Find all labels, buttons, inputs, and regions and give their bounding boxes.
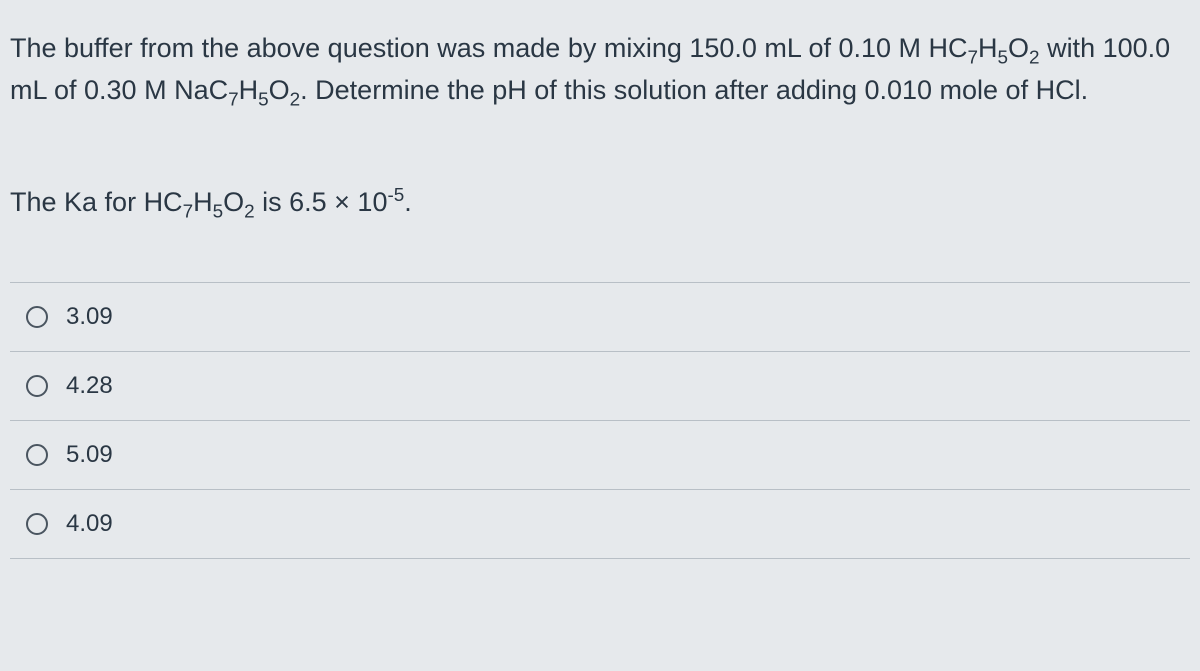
question-prompt: The buffer from the above question was m… (10, 28, 1190, 112)
answer-options: 3.09 4.28 5.09 4.09 (10, 282, 1190, 559)
ka-text-part: is 6.5 × 10 (255, 187, 388, 217)
ka-statement: The Ka for HC7H5O2 is 6.5 × 10-5. (10, 182, 1190, 223)
subscript: 7 (228, 89, 239, 110)
option-label: 3.09 (66, 303, 113, 331)
subscript: 2 (290, 89, 301, 110)
superscript: -5 (387, 185, 404, 206)
question-text-part: The buffer from the above question was m… (10, 33, 968, 63)
radio-icon (26, 375, 48, 397)
question-text-part: O (269, 75, 290, 105)
subscript: 5 (258, 89, 269, 110)
answer-option-2[interactable]: 4.28 (10, 351, 1190, 420)
answer-option-3[interactable]: 5.09 (10, 420, 1190, 489)
question-text-part: H (239, 75, 259, 105)
option-label: 4.09 (66, 510, 113, 538)
subscript: 7 (968, 47, 979, 68)
option-label: 5.09 (66, 441, 113, 469)
ka-text-part: O (223, 187, 244, 217)
radio-icon (26, 444, 48, 466)
subscript: 7 (183, 201, 194, 222)
question-text-part: . Determine the pH of this solution afte… (300, 75, 1088, 105)
subscript: 2 (244, 201, 255, 222)
answer-option-1[interactable]: 3.09 (10, 282, 1190, 351)
ka-text-part: H (193, 187, 213, 217)
subscript: 2 (1029, 47, 1040, 68)
radio-icon (26, 513, 48, 535)
subscript: 5 (998, 47, 1009, 68)
radio-icon (26, 306, 48, 328)
question-text-part: H (978, 33, 998, 63)
option-label: 4.28 (66, 372, 113, 400)
ka-text-part: . (404, 187, 412, 217)
subscript: 5 (213, 201, 224, 222)
ka-text-part: The Ka for HC (10, 187, 183, 217)
question-text-part: O (1008, 33, 1029, 63)
answer-option-4[interactable]: 4.09 (10, 489, 1190, 559)
